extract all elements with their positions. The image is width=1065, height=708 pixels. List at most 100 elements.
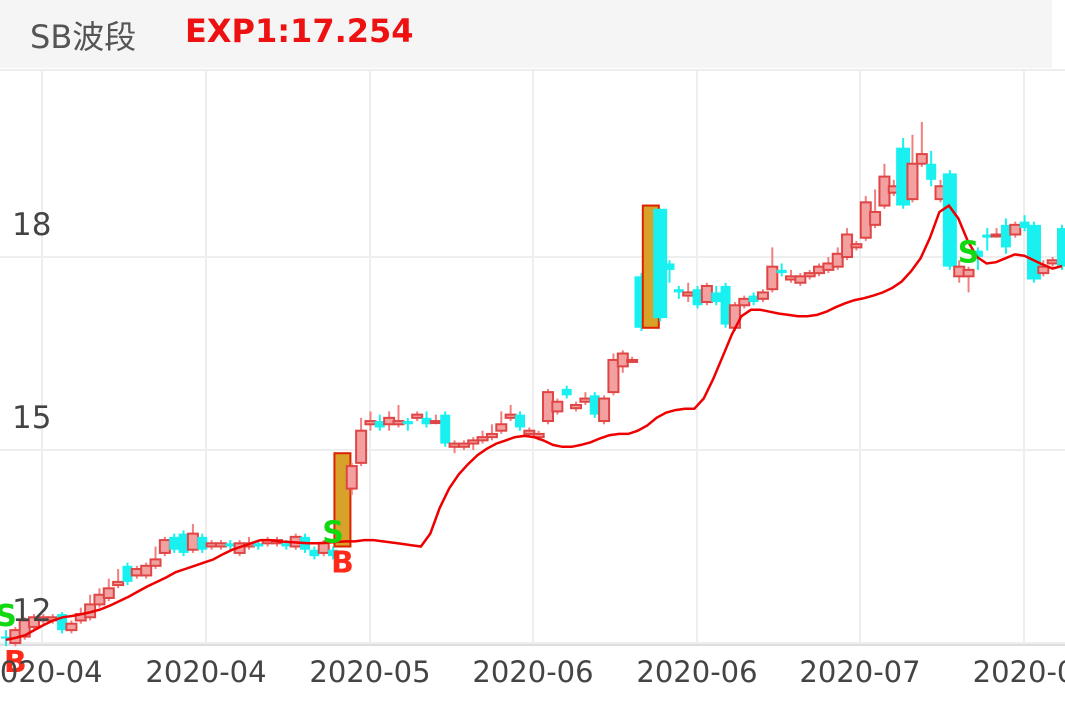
candle-body bbox=[551, 400, 564, 413]
candle-body bbox=[355, 429, 368, 464]
candle-body bbox=[1009, 223, 1022, 236]
candle-body bbox=[700, 284, 713, 304]
indicator-name: SB波段 bbox=[30, 18, 137, 56]
candle-body bbox=[225, 543, 236, 547]
candle-body bbox=[990, 233, 1003, 238]
buy-signal: B bbox=[331, 546, 354, 581]
candle-body bbox=[962, 268, 975, 278]
candle-body bbox=[598, 397, 611, 423]
candle-body bbox=[440, 414, 451, 444]
candle-body bbox=[1, 636, 11, 639]
y-tick-label: 15 bbox=[12, 400, 51, 436]
x-tick-label: 2020-07 bbox=[799, 655, 920, 689]
candle-body bbox=[411, 413, 424, 419]
candle-body bbox=[402, 421, 413, 425]
candle-body bbox=[720, 285, 731, 325]
candle-body bbox=[429, 420, 442, 425]
sell-signal: S bbox=[0, 599, 17, 634]
x-tick-label: 2020-04 bbox=[145, 655, 266, 689]
exp-readout: EXP1:17.254 bbox=[185, 12, 414, 50]
candle-body bbox=[869, 210, 882, 226]
header-edge bbox=[1052, 0, 1065, 68]
y-tick-label: 12 bbox=[12, 593, 51, 629]
candle-body bbox=[504, 413, 517, 419]
candle-body bbox=[364, 420, 377, 426]
candle-body bbox=[345, 465, 358, 490]
candle-body bbox=[653, 208, 668, 319]
candle-body bbox=[169, 536, 180, 550]
candle-body bbox=[467, 439, 480, 445]
candle-body bbox=[186, 532, 199, 551]
candle-body bbox=[28, 616, 41, 628]
candle-body bbox=[579, 397, 592, 403]
candle-body bbox=[972, 250, 983, 258]
candle-body bbox=[149, 558, 162, 567]
candle-body bbox=[570, 403, 583, 410]
candle-body bbox=[421, 417, 432, 425]
candle-body bbox=[178, 533, 189, 553]
candle-body bbox=[102, 587, 115, 599]
candle-body bbox=[532, 432, 545, 439]
candle-body bbox=[776, 269, 787, 274]
x-tick-label: 2020-05 bbox=[309, 655, 430, 689]
candle-body bbox=[122, 565, 133, 582]
exp-value: 17.254 bbox=[290, 12, 414, 50]
candle-body bbox=[561, 388, 572, 396]
x-tick-label: 2020-06 bbox=[636, 655, 757, 689]
candle-body bbox=[906, 162, 919, 201]
candle-body bbox=[374, 421, 385, 428]
candle-body bbox=[738, 297, 751, 307]
candle-body bbox=[495, 423, 508, 432]
candle-body bbox=[1019, 221, 1030, 229]
candle-body bbox=[112, 580, 125, 587]
candle-body bbox=[523, 429, 536, 435]
candle-body bbox=[328, 549, 339, 557]
candle-body bbox=[748, 295, 759, 303]
candle-body bbox=[607, 358, 620, 394]
candle-body bbox=[756, 291, 769, 300]
candle-body bbox=[794, 275, 807, 284]
candle-body bbox=[942, 173, 957, 267]
candle-body bbox=[831, 252, 844, 268]
candle-body bbox=[1046, 259, 1059, 265]
sell-signal: S bbox=[958, 236, 980, 271]
candle-body bbox=[692, 289, 703, 306]
candle-body bbox=[766, 265, 779, 291]
candle-body bbox=[57, 614, 68, 631]
candle-body bbox=[673, 289, 684, 293]
candle-body bbox=[711, 292, 722, 303]
candle-body bbox=[140, 564, 153, 577]
candle-body bbox=[457, 442, 470, 448]
sell-signal: S bbox=[322, 516, 344, 551]
y-tick-label: 18 bbox=[12, 207, 51, 243]
candle-body bbox=[253, 543, 264, 547]
candle-body bbox=[589, 395, 600, 415]
candle-body bbox=[281, 543, 292, 547]
candle-body bbox=[926, 163, 937, 180]
candle-body bbox=[626, 358, 639, 363]
candle-body bbox=[664, 263, 675, 270]
candle-body bbox=[214, 542, 227, 548]
candle-body bbox=[514, 414, 525, 428]
candle-body bbox=[982, 234, 993, 238]
x-tick-label: 2020-04 bbox=[0, 655, 103, 689]
candle-body bbox=[803, 272, 816, 278]
candle-body bbox=[309, 549, 320, 557]
candle-body bbox=[65, 622, 78, 632]
candle-body bbox=[915, 153, 928, 165]
buy-signal: B bbox=[4, 645, 27, 680]
indicator-header: SB波段 EXP1:17.254 bbox=[0, 0, 1052, 68]
x-tick-label: 2020-0 bbox=[973, 655, 1065, 689]
candle-body bbox=[1037, 265, 1050, 275]
exp-label: EXP1: bbox=[185, 12, 291, 50]
exp1-line bbox=[5, 203, 1063, 642]
candle-body bbox=[392, 420, 405, 426]
candle-body bbox=[93, 593, 106, 606]
candle-body bbox=[1000, 224, 1011, 248]
candle-body bbox=[476, 436, 489, 442]
candle-body bbox=[485, 432, 498, 439]
candle-body bbox=[1057, 228, 1065, 267]
candle-body bbox=[197, 536, 208, 550]
candle-body bbox=[158, 539, 171, 554]
